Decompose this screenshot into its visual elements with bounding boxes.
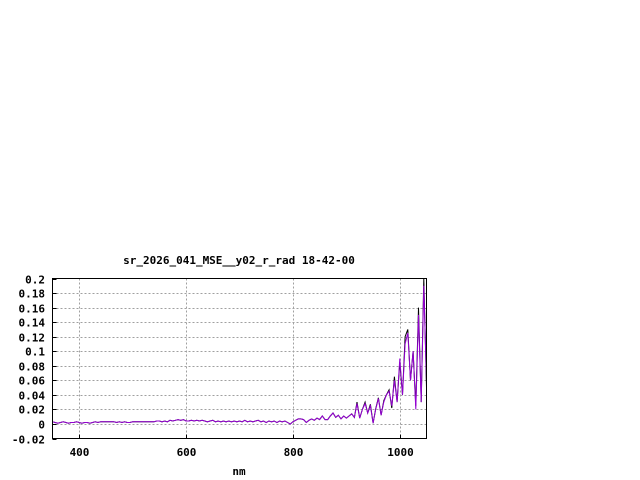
plot-lines: [52, 278, 427, 425]
x-tick-label: 1000: [387, 446, 414, 459]
series-line-2: [52, 285, 427, 425]
x-tick-label: 800: [284, 446, 304, 459]
x-tick-label: 400: [70, 446, 90, 459]
x-tick-label: 600: [177, 446, 197, 459]
y-tick-label: 0.02: [19, 404, 46, 417]
y-tick-label: 0.2: [25, 274, 45, 287]
y-tick-label: 0.14: [19, 317, 46, 330]
y-tick-label: 0.18: [19, 288, 46, 301]
y-tick-label: 0.16: [19, 303, 46, 316]
y-axis: -0.02 0 0.020.04 0.060.08 0.10.12 0.140.16 0.1…: [12, 274, 57, 447]
x-axis: 400 600 800 1000: [70, 434, 414, 459]
y-tick-label: -0.02: [12, 434, 45, 447]
grid: [52, 278, 427, 439]
y-tick-label: 0.06: [19, 375, 46, 388]
chart-title: sr_2026_041_MSE__y02_r_rad 18-42-00: [123, 254, 355, 267]
x-axis-label: nm: [232, 465, 246, 478]
plot-frame: [52, 278, 427, 439]
y-tick-label: 0.08: [19, 361, 46, 374]
y-tick-label: 0: [38, 419, 45, 432]
y-tick-label: 0.1: [25, 346, 45, 359]
y-tick-label: 0.04: [19, 390, 46, 403]
y-tick-label: 0.12: [19, 332, 46, 345]
